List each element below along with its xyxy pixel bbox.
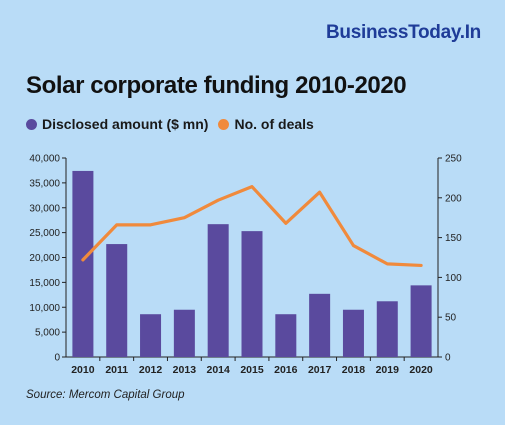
- legend-item-amount: Disclosed amount ($ mn): [26, 116, 208, 132]
- deals-point-2016: [284, 222, 288, 225]
- bar-2011: [106, 244, 128, 357]
- legend-item-deals: No. of deals: [218, 116, 314, 132]
- chart-title: Solar corporate funding 2010-2020: [26, 72, 407, 99]
- bar-2016: [275, 314, 297, 357]
- brand-logo: BusinessToday.In: [326, 22, 481, 43]
- y-left-tick-label: 5,000: [35, 328, 60, 339]
- x-tick-label-2016: 2016: [274, 364, 298, 376]
- bar-2010: [72, 170, 94, 357]
- y-left-tick-label: 20,000: [29, 253, 60, 264]
- x-tick-label-2014: 2014: [207, 364, 231, 376]
- y-left-tick-label: 35,000: [29, 178, 60, 189]
- y-left-tick-label: 15,000: [29, 278, 60, 289]
- x-tick-label-2018: 2018: [342, 364, 366, 376]
- legend-label-deals: No. of deals: [234, 116, 314, 132]
- deals-point-2013: [183, 216, 186, 219]
- y-left-tick-label: 25,000: [29, 228, 60, 239]
- x-tick-label-2011: 2011: [105, 364, 128, 376]
- deals-point-2014: [216, 198, 220, 202]
- deals-point-2020: [419, 264, 423, 267]
- x-tick-label-2010: 2010: [71, 364, 95, 376]
- deals-point-2010: [81, 258, 85, 262]
- x-tick-label-2017: 2017: [308, 364, 332, 376]
- legend-swatch-amount: [26, 118, 37, 130]
- bar-2017: [309, 293, 331, 357]
- x-tick-label-2013: 2013: [173, 364, 197, 376]
- bar-2014: [207, 224, 229, 357]
- bar-2019: [376, 301, 398, 357]
- y-left-tick-label: 0: [54, 353, 60, 364]
- deals-point-2017: [318, 191, 321, 194]
- y-right-tick-label: 0: [445, 353, 451, 364]
- deals-point-2019: [386, 262, 389, 266]
- x-tick-label-2020: 2020: [409, 364, 433, 376]
- bar-2020: [410, 285, 432, 357]
- y-right-tick-label: 100: [445, 273, 462, 284]
- y-right-tick-label: 250: [445, 154, 462, 165]
- y-left-tick-label: 40,000: [29, 154, 60, 165]
- deals-point-2018: [352, 244, 355, 247]
- source-note: Source: Mercom Capital Group: [26, 389, 185, 401]
- chart-legend: Disclosed amount ($ mn) No. of deals: [26, 116, 314, 132]
- deals-point-2011: [115, 223, 118, 227]
- y-right-tick-label: 200: [445, 193, 462, 204]
- bar-2012: [140, 314, 162, 357]
- y-right-tick-label: 50: [445, 313, 457, 324]
- deals-point-2012: [149, 223, 152, 227]
- bar-2018: [342, 309, 364, 357]
- legend-swatch-deals: [218, 118, 230, 130]
- bar-2015: [241, 231, 263, 357]
- deals-point-2015: [250, 185, 254, 188]
- x-tick-label-2015: 2015: [240, 364, 264, 376]
- bar-2013: [173, 309, 195, 357]
- x-tick-label-2012: 2012: [139, 364, 163, 376]
- legend-label-amount: Disclosed amount ($ mn): [42, 116, 209, 132]
- y-right-tick-label: 150: [445, 233, 462, 244]
- y-left-tick-label: 30,000: [29, 203, 60, 214]
- x-tick-label-2019: 2019: [376, 364, 400, 376]
- y-left-tick-label: 10,000: [29, 303, 60, 314]
